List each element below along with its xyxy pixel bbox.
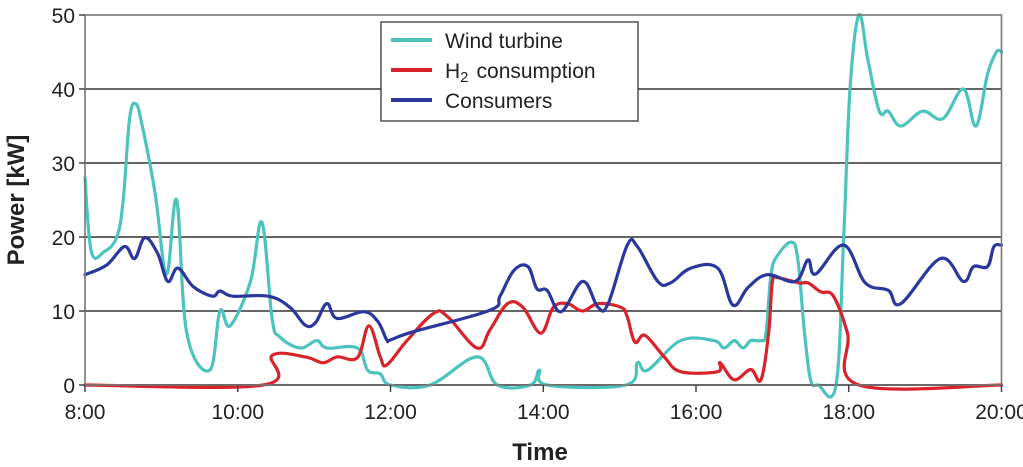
legend-label-consumers: Consumers: [445, 90, 552, 113]
y-tick-label: 40: [52, 79, 75, 102]
series-wind-turbine: [83, 13, 1004, 399]
y-axis-ticks: 0 10 20 30 40 50: [52, 5, 85, 398]
series-layer: [83, 13, 1004, 399]
legend-h: H: [445, 60, 460, 83]
x-tick-label: 12:00: [364, 401, 417, 424]
series-consumers: [83, 236, 1004, 344]
legend: Wind turbine H2 consumption Consumers: [380, 21, 639, 122]
x-tick-label: 14:00: [517, 401, 570, 424]
y-tick-label: 0: [63, 375, 75, 398]
y-tick-label: 10: [52, 301, 75, 324]
y-axis-title: Power [kW]: [3, 135, 30, 266]
x-tick-label: 16:00: [670, 401, 723, 424]
gridlines: [85, 88, 1002, 386]
legend-suffix: consumption: [477, 60, 596, 83]
legend-subscript: 2: [460, 69, 468, 86]
x-axis-ticks: 8:00 10:00 12:00 14:00 16:00 18:00 20:00: [65, 385, 1023, 424]
legend-label-wind-turbine: Wind turbine: [445, 30, 563, 53]
x-axis-title: Time: [512, 439, 568, 466]
y-tick-label: 20: [52, 227, 75, 250]
x-tick-label: 20:00: [975, 401, 1023, 424]
y-tick-label: 50: [52, 5, 75, 28]
x-tick-label: 10:00: [211, 401, 264, 424]
x-tick-label: 8:00: [65, 401, 106, 424]
x-tick-label: 18:00: [822, 401, 875, 424]
y-tick-label: 30: [52, 153, 75, 176]
legend-label-h2-consumption: H2 consumption: [445, 60, 596, 86]
